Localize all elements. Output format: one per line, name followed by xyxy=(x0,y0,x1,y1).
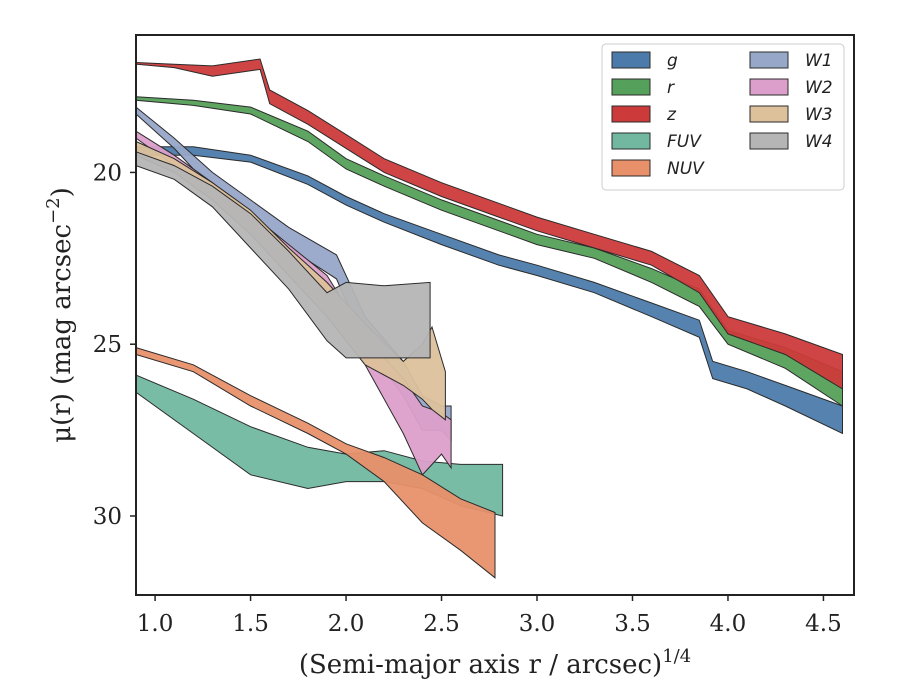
legend-swatch-w3 xyxy=(749,105,789,123)
x-axis-label: (Semi-major axis r / arcsec)1/4 xyxy=(299,646,691,680)
legend-swatch-w2 xyxy=(749,78,789,96)
legend-label-w4: W4 xyxy=(805,132,833,152)
legend-swatch-z xyxy=(611,105,651,123)
legend-label-r: r xyxy=(667,78,675,98)
series-area-r xyxy=(135,96,843,407)
x-tick-label: 4.5 xyxy=(805,611,842,637)
legend-label-w1: W1 xyxy=(805,51,833,71)
legend-label-w2: W2 xyxy=(805,78,833,98)
x-tick-label: 1.0 xyxy=(137,611,174,637)
legend-label-g: g xyxy=(667,51,678,71)
y-axis-label: μ(r) (mag arcsec−2) xyxy=(43,187,77,443)
x-tick-label: 3.5 xyxy=(614,611,651,637)
legend-label-z: z xyxy=(666,105,677,125)
y-tick-label: 25 xyxy=(93,332,122,358)
x-tick-label: 1.5 xyxy=(232,611,269,637)
legend: grz FUV NUV W1 W2 W3 W4 xyxy=(601,43,845,191)
legend-label-fuv: FUV xyxy=(667,132,702,152)
legend-label-nuv: NUV xyxy=(667,159,705,179)
series-area-g xyxy=(135,146,843,435)
plot-frame xyxy=(135,34,855,596)
x-tick-label: 3.0 xyxy=(519,611,556,637)
legend-swatch-w1 xyxy=(749,51,789,69)
series-area-z xyxy=(135,58,843,390)
legend-swatch-g xyxy=(611,51,651,69)
legend-swatch-w4 xyxy=(749,132,789,150)
x-tick-label: 2.0 xyxy=(328,611,365,637)
series-area-nuv xyxy=(135,346,496,579)
series-areas xyxy=(135,58,843,579)
x-axis: 1.0 1.5 2.0 2.5 3.0 3.5 4.0 4.5 xyxy=(137,595,842,637)
x-tick-label: 2.5 xyxy=(423,611,460,637)
y-tick-label: 30 xyxy=(93,504,122,530)
legend-swatch-nuv xyxy=(611,159,651,177)
y-axis: 20 25 30 xyxy=(93,160,136,530)
series-area-w4 xyxy=(135,151,431,359)
x-tick-label: 4.0 xyxy=(710,611,747,637)
y-tick-label: 20 xyxy=(93,160,122,186)
legend-swatch-r xyxy=(611,78,651,96)
legend-label-w3: W3 xyxy=(805,105,833,125)
legend-swatch-fuv xyxy=(611,132,651,150)
